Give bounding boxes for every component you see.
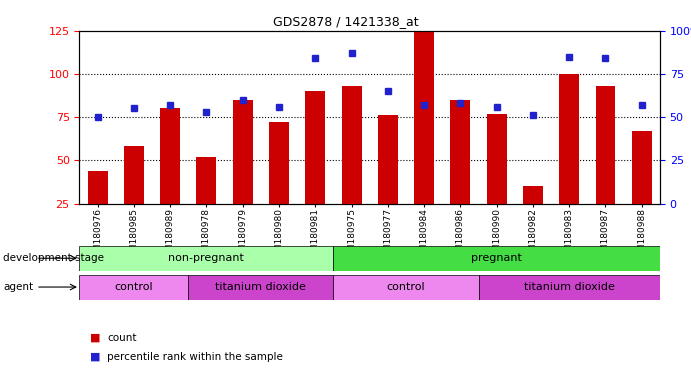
Bar bbox=[188, 275, 333, 300]
Bar bbox=[305, 91, 325, 204]
Bar bbox=[196, 157, 216, 204]
Text: agent: agent bbox=[3, 282, 34, 292]
Text: control: control bbox=[387, 282, 425, 292]
Text: non-pregnant: non-pregnant bbox=[169, 253, 245, 263]
Text: titanium dioxide: titanium dioxide bbox=[524, 282, 615, 292]
Bar bbox=[79, 275, 188, 300]
Bar bbox=[124, 146, 144, 204]
Bar bbox=[233, 100, 253, 204]
Bar bbox=[451, 100, 471, 204]
Bar bbox=[79, 246, 333, 271]
Text: count: count bbox=[107, 333, 137, 343]
Bar bbox=[333, 275, 478, 300]
Bar bbox=[559, 74, 579, 204]
Text: titanium dioxide: titanium dioxide bbox=[216, 282, 306, 292]
Bar bbox=[478, 275, 660, 300]
Bar bbox=[486, 114, 507, 204]
Bar bbox=[596, 86, 616, 204]
Bar bbox=[378, 115, 398, 204]
Text: ■: ■ bbox=[90, 352, 100, 362]
Text: development stage: development stage bbox=[3, 253, 104, 263]
Text: GDS2878 / 1421338_at: GDS2878 / 1421338_at bbox=[273, 15, 418, 28]
Bar bbox=[88, 170, 108, 204]
Bar bbox=[341, 86, 361, 204]
Bar bbox=[523, 186, 543, 204]
Bar bbox=[333, 246, 660, 271]
Bar bbox=[269, 122, 289, 204]
Text: control: control bbox=[115, 282, 153, 292]
Bar bbox=[414, 33, 434, 204]
Text: percentile rank within the sample: percentile rank within the sample bbox=[107, 352, 283, 362]
Text: ■: ■ bbox=[90, 333, 100, 343]
Text: pregnant: pregnant bbox=[471, 253, 522, 263]
Bar bbox=[160, 109, 180, 204]
Bar bbox=[632, 131, 652, 204]
